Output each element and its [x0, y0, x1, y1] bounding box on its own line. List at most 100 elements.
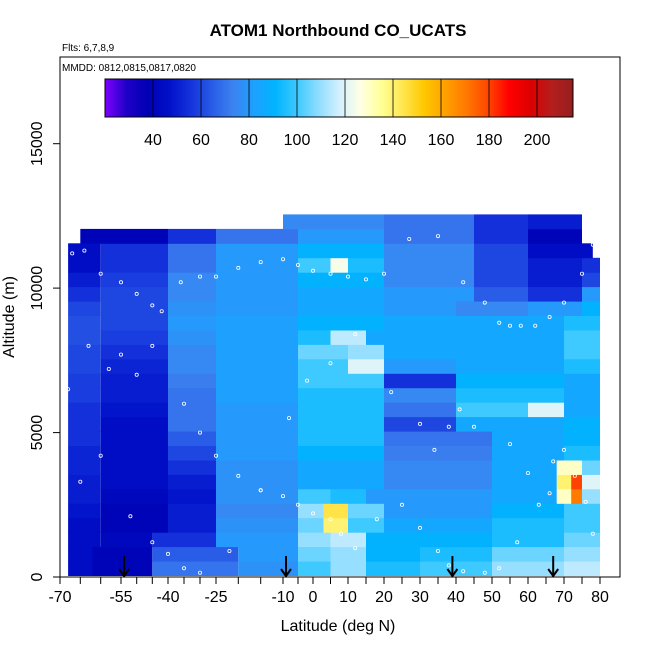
colorbar-tick-label: 180 — [476, 132, 503, 149]
down-arrow-icon — [547, 556, 560, 578]
sample-point — [461, 569, 466, 574]
sample-point — [381, 271, 386, 276]
heatmap-cell — [80, 228, 168, 244]
heatmap-cell — [366, 532, 420, 548]
heatmap-cell — [456, 315, 564, 331]
colorbar-tick-label: 60 — [192, 132, 210, 149]
heatmap-cell — [216, 373, 298, 389]
down-arrow-icon — [280, 556, 292, 578]
arrow-head — [446, 568, 459, 578]
dates-label: MMDD: 0812,0815,0817,0820 — [62, 63, 196, 74]
heatmap-cell — [330, 532, 366, 548]
heatmap-cell — [100, 243, 168, 259]
heatmap-cell — [582, 460, 600, 475]
heatmap-cell — [168, 243, 216, 259]
heatmap-cell — [168, 387, 216, 403]
heatmap-cell — [100, 301, 168, 316]
heatmap-cell — [492, 532, 564, 548]
sample-point — [515, 540, 520, 545]
sample-point — [82, 248, 87, 253]
sample-point — [417, 421, 422, 426]
heatmap-cell — [168, 272, 216, 288]
sample-point — [507, 442, 512, 447]
heatmap-cell — [528, 257, 582, 273]
heatmap-cell — [168, 315, 216, 331]
heatmap-cell — [564, 532, 600, 548]
heatmap-cell — [68, 503, 101, 519]
sample-point — [86, 343, 91, 348]
sample-point — [258, 488, 263, 493]
heatmap-cell — [168, 330, 216, 345]
sample-point — [399, 502, 404, 507]
y-tick-label: 5000 — [29, 415, 46, 451]
heatmap-cell — [100, 402, 168, 418]
sample-point — [328, 517, 333, 522]
sample-point — [213, 453, 218, 458]
sample-point — [181, 401, 186, 406]
heatmap-cell — [456, 416, 564, 432]
heatmap-cell — [298, 488, 331, 504]
sample-point — [435, 234, 440, 239]
heatmap-cell — [564, 402, 600, 418]
heatmap-cell — [564, 344, 600, 360]
heatmap-cell — [456, 358, 564, 374]
heatmap-cell — [168, 286, 216, 302]
heatmap-cell — [366, 561, 420, 576]
heatmap-cell — [216, 416, 298, 432]
sample-point — [227, 549, 232, 554]
heatmap-cell — [168, 402, 216, 418]
heatmap-cell — [100, 373, 168, 389]
sample-point — [446, 424, 451, 429]
heatmap-cell — [168, 301, 216, 316]
sample-point — [580, 271, 585, 276]
heatmap-cell — [100, 416, 168, 432]
sample-point — [562, 300, 567, 305]
sample-point — [70, 251, 75, 256]
heatmap-cell — [384, 228, 474, 244]
heatmap-cell — [330, 546, 366, 562]
heatmap-cell — [238, 561, 298, 576]
sample-points — [66, 234, 595, 575]
heatmap-cell — [298, 301, 384, 316]
sample-point — [310, 511, 315, 516]
x-tick-label: 20 — [375, 589, 393, 606]
sample-point — [197, 274, 202, 279]
heatmap-cell — [564, 431, 600, 446]
sample-point — [457, 407, 462, 412]
sample-point — [590, 242, 595, 247]
colorbar-tick-label: 140 — [380, 132, 407, 149]
y-tick-label: 10000 — [29, 266, 46, 311]
heatmap-cell — [216, 445, 298, 461]
heatmap-cell — [298, 460, 384, 475]
heatmap-cell — [298, 503, 324, 519]
heatmap-cell — [384, 301, 456, 316]
heatmap-cell — [384, 460, 492, 475]
heatmap-cell — [216, 532, 298, 548]
sample-point — [159, 309, 164, 314]
heatmap-cell — [168, 445, 216, 461]
heatmap-cell — [582, 286, 600, 302]
heatmap-cell — [100, 272, 168, 288]
heatmap-cell — [216, 488, 298, 504]
heatmap-cell — [68, 517, 101, 533]
heatmap-cell — [348, 344, 384, 360]
arrow-head — [547, 568, 560, 578]
x-tick-label: 30 — [411, 589, 429, 606]
heatmap-cell — [298, 286, 384, 302]
heatmap-cell — [582, 243, 593, 259]
heatmap-cell — [298, 344, 348, 360]
heatmap-cell — [492, 517, 564, 533]
heatmap-cell — [564, 416, 600, 432]
heatmap-cell — [384, 243, 474, 259]
heatmap-cell — [456, 344, 564, 360]
heatmap-cell — [216, 431, 298, 446]
sample-point — [572, 473, 577, 478]
heatmap-cell — [366, 546, 420, 562]
heatmap-cell — [216, 272, 298, 288]
x-tick-label: 40 — [447, 589, 465, 606]
heatmap-cell — [168, 257, 216, 273]
heatmap-cell — [384, 358, 456, 374]
arrow-head — [118, 568, 130, 578]
flights-label: Flts: 6,7,8,9 — [62, 43, 115, 54]
